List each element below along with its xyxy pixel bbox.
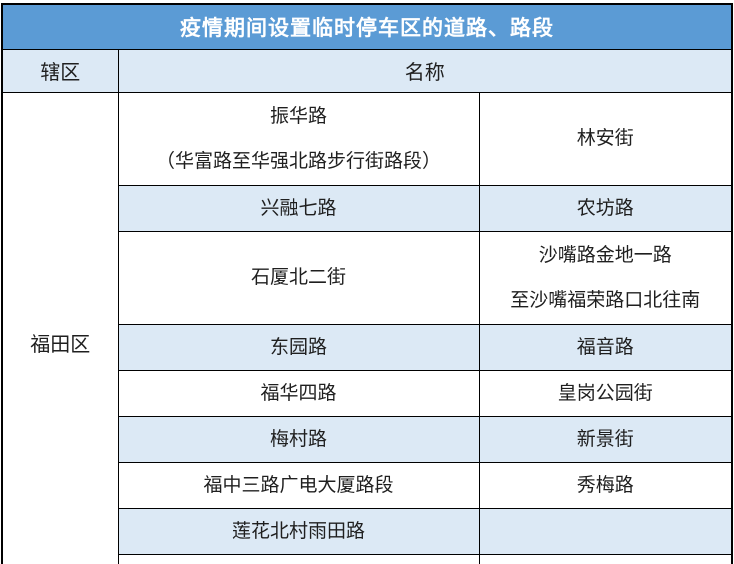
road-name: 林安街 xyxy=(576,128,634,149)
road-cell-right: 林安街 xyxy=(478,91,733,186)
road-cell-right xyxy=(478,553,733,564)
road-cell-left: 梅村路 xyxy=(117,415,480,463)
parking-table: 疫情期间设置临时停车区的道路、路段 辖区 名称 福田区 振华路 （华富路至华强北… xyxy=(1,3,734,564)
road-cell-left: 福华四路 xyxy=(117,369,480,417)
table-row: 兴融七路 农坊路 xyxy=(2,184,733,232)
road-name: 兴融七路 xyxy=(260,197,337,219)
table-title: 疫情期间设置临时停车区的道路、路段 xyxy=(1,3,733,50)
road-name: 石厦北二街 xyxy=(250,267,346,288)
road-name: 至沙嘴福荣路口北往南 xyxy=(510,289,701,311)
road-name: 福音路 xyxy=(576,336,634,358)
road-cell-right: 皇岗公园街 xyxy=(478,369,733,417)
road-name: 梅村路 xyxy=(269,428,327,450)
table-row: 福田区 振华路 （华富路至华强北路步行街路段） 林安街 xyxy=(1,91,733,564)
table-row: 莲花北村雨田路 xyxy=(2,507,733,555)
table-row: 石厦北二街 沙嘴路金地一路 至沙嘴福荣路口北往南 xyxy=(2,230,733,325)
road-name: （华富路至华强北路步行街路段） xyxy=(155,150,441,172)
road-cell-left: 石厦北二街 xyxy=(117,230,480,325)
road-cell-right: 农坊路 xyxy=(478,184,733,232)
road-cell-right xyxy=(478,507,733,555)
road-name: 农坊路 xyxy=(576,197,634,219)
header-district: 辖区 xyxy=(1,48,119,93)
title-row: 疫情期间设置临时停车区的道路、路段 xyxy=(1,3,733,50)
table-row-clipped xyxy=(2,553,733,564)
road-cell-left: 福中三路广电大厦路段 xyxy=(117,461,480,509)
road-cell-left: 振华路 （华富路至华强北路步行街路段） xyxy=(117,91,480,186)
road-cell-right: 福音路 xyxy=(478,323,733,371)
road-cell-right: 新景街 xyxy=(478,415,733,463)
header-name: 名称 xyxy=(117,48,733,93)
road-name: 沙嘴路金地一路 xyxy=(538,244,672,266)
road-name: 莲花北村雨田路 xyxy=(231,520,365,542)
road-cell-left xyxy=(117,553,480,564)
table-row: 梅村路 新景街 xyxy=(2,415,733,463)
road-name: 福中三路广电大厦路段 xyxy=(203,474,394,496)
table-row: 福中三路广电大厦路段 秀梅路 xyxy=(2,461,733,509)
road-cell-right: 秀梅路 xyxy=(478,461,733,509)
road-name: 东园路 xyxy=(269,336,327,358)
road-cell-left: 东园路 xyxy=(117,323,480,371)
road-name: 皇岗公园街 xyxy=(557,382,653,404)
road-name: 秀梅路 xyxy=(576,474,634,496)
column-header-row: 辖区 名称 xyxy=(1,48,733,93)
road-cell-right: 沙嘴路金地一路 至沙嘴福荣路口北往南 xyxy=(478,230,733,325)
road-cell-left: 莲花北村雨田路 xyxy=(117,507,480,555)
road-name: 新景街 xyxy=(576,428,634,450)
district-cell: 福田区 xyxy=(1,91,119,564)
road-name: 振华路 xyxy=(269,105,327,127)
road-cell-left: 兴融七路 xyxy=(117,184,480,232)
road-name: 福华四路 xyxy=(260,382,337,404)
table-row: 福华四路 皇岗公园街 xyxy=(2,369,733,417)
